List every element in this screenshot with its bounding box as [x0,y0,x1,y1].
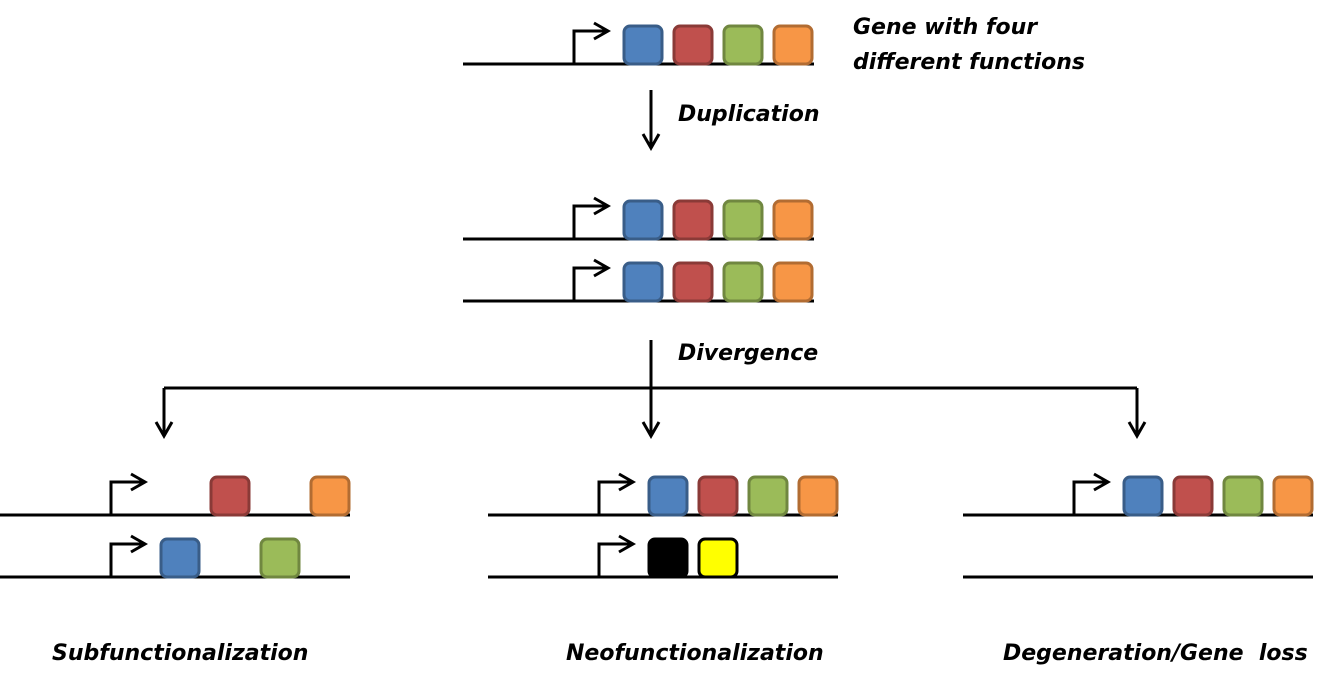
promoter-arrow-icon [572,31,608,64]
function-box-yellow [697,537,739,579]
function-box-blue [159,537,201,579]
function-box-orange [797,475,839,517]
function-box-red [1172,475,1214,517]
promoter-arrow-icon [1072,482,1108,515]
promoter-arrow-icon [572,268,608,301]
promoter-arrow-icon [597,544,633,577]
divergence-arrows [164,340,1137,436]
promoter-arrow-icon [572,206,608,239]
promoter-arrow-icon [109,544,145,577]
duplication-label: Duplication [678,102,819,127]
degeneration-label: Degeneration/Gene loss [1003,641,1308,666]
gene-original [463,24,814,66]
function-box-blue [647,475,689,517]
function-box-orange [772,24,814,66]
gene-duplicate-b [463,261,814,303]
function-box-green [259,537,301,579]
function-box-red [672,24,714,66]
gene-subfunc-copy-2 [0,537,350,579]
function-box-green [1222,475,1264,517]
gene-neofunc-copy-1 [488,475,839,517]
function-box-blue [622,199,664,241]
function-box-green [747,475,789,517]
promoter-arrow-icon [597,482,633,515]
gene-subfunc-copy-1 [0,475,351,517]
subfunctionalization-label: Subfunctionalization [52,641,308,666]
gene-label-line2: different functions [853,50,1085,75]
divergence-label: Divergence [678,341,818,366]
gene-duplicate-a [463,199,814,241]
function-box-blue [622,24,664,66]
function-box-orange [1272,475,1314,517]
function-box-red [672,261,714,303]
function-box-black [647,537,689,579]
gene-label-line1: Gene with four [853,15,1038,40]
function-box-green [722,199,764,241]
function-box-orange [772,261,814,303]
function-box-red [697,475,739,517]
function-box-red [209,475,251,517]
genes-layer [0,24,1314,579]
function-box-red [672,199,714,241]
function-box-green [722,261,764,303]
promoter-arrow-icon [109,482,145,515]
function-box-green [722,24,764,66]
function-box-blue [1122,475,1164,517]
neofunctionalization-label: Neofunctionalization [566,641,824,666]
function-box-orange [309,475,351,517]
function-box-blue [622,261,664,303]
gene-degen-copy-1 [963,475,1314,517]
function-box-orange [772,199,814,241]
gene-neofunc-copy-2 [488,537,838,579]
